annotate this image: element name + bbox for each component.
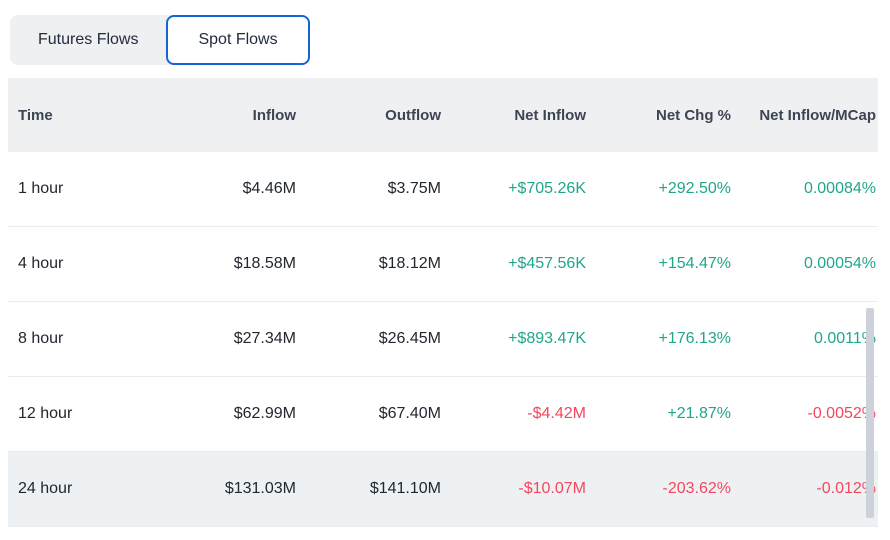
cell-time: 12 hour bbox=[18, 405, 73, 422]
column-header-net-inflow-mcap: Net Inflow/MCap bbox=[759, 106, 876, 124]
table-row: 12 hour $62.99M $67.40M -$4.42M +21.87% … bbox=[8, 377, 878, 452]
cell-time: 8 hour bbox=[18, 330, 64, 347]
cell-net-chg: +21.87% bbox=[667, 405, 731, 422]
table-row: 4 hour $18.58M $18.12M +$457.56K +154.47… bbox=[8, 227, 878, 302]
cell-net-inflow: +$705.26K bbox=[508, 180, 586, 197]
cell-outflow: $3.75M bbox=[387, 180, 441, 197]
table-header-row: Time Inflow Outflow Net Inflow Net Chg %… bbox=[8, 78, 878, 152]
flows-tab-group: Futures Flows Spot Flows bbox=[10, 15, 310, 65]
cell-outflow: $67.40M bbox=[378, 405, 441, 422]
cell-net-inflow: +$893.47K bbox=[508, 330, 586, 347]
cell-net-inflow-mcap: 0.0011% bbox=[814, 330, 876, 347]
cell-time: 4 hour bbox=[18, 255, 64, 272]
cell-net-inflow-mcap: 0.00084% bbox=[803, 180, 876, 197]
cell-net-inflow-mcap: -0.012% bbox=[816, 480, 876, 497]
cell-net-inflow: +$457.56K bbox=[508, 255, 586, 272]
cell-time: 1 hour bbox=[18, 180, 64, 197]
spot-flows-table: Time Inflow Outflow Net Inflow Net Chg %… bbox=[8, 78, 878, 527]
cell-net-inflow-mcap: -0.0052% bbox=[807, 405, 877, 422]
cell-inflow: $62.99M bbox=[233, 405, 296, 422]
cell-outflow: $141.10M bbox=[369, 480, 441, 497]
column-header-net-chg: Net Chg % bbox=[656, 106, 731, 124]
cell-net-chg: -203.62% bbox=[662, 480, 732, 497]
tab-futures-flows[interactable]: Futures Flows bbox=[10, 15, 166, 65]
cell-outflow: $18.12M bbox=[378, 255, 441, 272]
cell-inflow: $18.58M bbox=[233, 255, 296, 272]
cell-outflow: $26.45M bbox=[378, 330, 441, 347]
cell-net-inflow: -$10.07M bbox=[518, 480, 586, 497]
cell-time: 24 hour bbox=[18, 480, 73, 497]
cell-net-inflow: -$4.42M bbox=[527, 405, 586, 422]
cell-inflow: $27.34M bbox=[233, 330, 296, 347]
cell-inflow: $131.03M bbox=[224, 480, 296, 497]
table-body: 1 hour $4.46M $3.75M +$705.26K +292.50% … bbox=[8, 152, 878, 527]
column-header-time: Time bbox=[18, 106, 53, 124]
column-header-net-inflow: Net Inflow bbox=[514, 106, 586, 124]
vertical-scrollbar-thumb[interactable] bbox=[866, 308, 874, 518]
table-row: 24 hour $131.03M $141.10M -$10.07M -203.… bbox=[8, 452, 878, 527]
column-header-outflow: Outflow bbox=[385, 106, 441, 124]
table-row: 1 hour $4.46M $3.75M +$705.26K +292.50% … bbox=[8, 152, 878, 227]
tab-spot-flows[interactable]: Spot Flows bbox=[166, 15, 310, 65]
cell-net-chg: +154.47% bbox=[658, 255, 731, 272]
cell-net-chg: +176.13% bbox=[658, 330, 731, 347]
cell-net-inflow-mcap: 0.00054% bbox=[803, 255, 876, 272]
cell-net-chg: +292.50% bbox=[658, 180, 731, 197]
cell-inflow: $4.46M bbox=[242, 180, 296, 197]
table-row: 8 hour $27.34M $26.45M +$893.47K +176.13… bbox=[8, 302, 878, 377]
column-header-inflow: Inflow bbox=[252, 106, 296, 124]
